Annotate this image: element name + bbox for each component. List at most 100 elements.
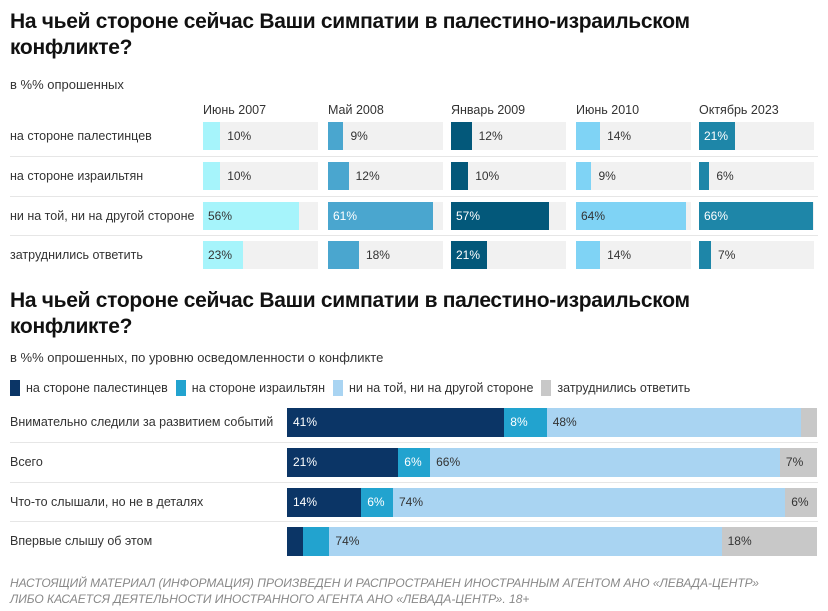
legend-swatch xyxy=(175,380,186,396)
chart2-legend: на стороне палестинцев на стороне израиль… xyxy=(10,380,698,396)
legend-item: ни на той, ни на другой стороне xyxy=(332,380,534,396)
bar-track: 14% xyxy=(576,122,691,150)
segment-label: 74% xyxy=(399,495,424,509)
chart1-title: На чьей стороне сейчас Ваши симпатии в п… xyxy=(10,10,690,59)
value-label: 12% xyxy=(478,129,503,143)
bar-segment: 6% xyxy=(361,488,393,517)
bar-segment: 74% xyxy=(329,527,722,556)
bar-segment: 7% xyxy=(779,448,817,477)
segment-label: 8% xyxy=(510,415,528,429)
value-label: 14% xyxy=(607,248,632,262)
bar-track: 57% xyxy=(451,202,566,230)
bar-segment: 6% xyxy=(398,448,431,477)
chart2-subtitle: в %% опрошенных, по уровню осведомленнос… xyxy=(10,350,384,365)
bar-segment: 18% xyxy=(721,527,817,556)
segment-label: 66% xyxy=(436,455,461,469)
bar-track: 7% xyxy=(699,241,814,269)
bar xyxy=(203,241,243,269)
row-separator xyxy=(10,521,818,522)
legend-label: на стороне израильтян xyxy=(191,381,325,395)
bar-segment: 8% xyxy=(504,408,547,437)
bar xyxy=(328,162,349,190)
segment-label: 21% xyxy=(293,455,318,469)
row-separator xyxy=(10,196,818,197)
bar xyxy=(576,202,687,230)
value-label: 21% xyxy=(456,248,481,262)
bar-track: 10% xyxy=(203,122,318,150)
segment-label: 14% xyxy=(293,495,318,509)
bar xyxy=(451,241,488,269)
segment-label: 18% xyxy=(727,534,752,548)
bar xyxy=(451,202,550,230)
segment-label: 6% xyxy=(791,495,809,509)
bar-track: 66% xyxy=(699,202,814,230)
row-separator xyxy=(10,156,818,157)
bar-track: 21% xyxy=(451,241,566,269)
bar-track: 23% xyxy=(203,241,318,269)
row-separator xyxy=(10,482,818,483)
bar xyxy=(203,202,300,230)
value-label: 10% xyxy=(227,129,252,143)
row-separator xyxy=(10,235,818,236)
value-label: 10% xyxy=(475,169,500,183)
bar-segment xyxy=(302,527,330,556)
legend-label: ни на той, ни на другой стороне xyxy=(348,381,534,395)
column-header: Май 2008 xyxy=(328,103,384,117)
bar xyxy=(699,162,710,190)
value-label: 57% xyxy=(456,209,481,223)
bar-track: 9% xyxy=(328,122,443,150)
bar-segment: 41% xyxy=(287,408,505,437)
value-label: 61% xyxy=(333,209,358,223)
bar-track: 10% xyxy=(203,162,318,190)
bar-track: 61% xyxy=(328,202,443,230)
bar xyxy=(699,241,712,269)
bar-track: 21% xyxy=(699,122,814,150)
segment-label: 6% xyxy=(367,495,385,509)
value-label: 64% xyxy=(581,209,606,223)
chart2-title: На чьей стороне сейчас Ваши симпатии в п… xyxy=(10,289,690,338)
segment-label: 7% xyxy=(785,455,804,469)
bar-segment: 48% xyxy=(546,408,802,437)
bar-track: 64% xyxy=(576,202,691,230)
bar xyxy=(576,241,601,269)
legend-label: на стороне палестинцев xyxy=(26,381,168,395)
chart1-subtitle: в %% опрошенных xyxy=(10,77,124,92)
stacked-bar: 21% 6% 66% 7% xyxy=(287,448,817,477)
bar xyxy=(576,122,601,150)
column-header: Октябрь 2023 xyxy=(699,103,779,117)
row-label: на стороне палестинцев xyxy=(10,129,152,143)
bar-track: 14% xyxy=(576,241,691,269)
segment-label: 6% xyxy=(404,455,422,469)
row-label: Всего xyxy=(10,455,43,469)
legend-swatch xyxy=(10,380,20,396)
row-label: на стороне израильтян xyxy=(10,169,144,183)
footer-line-1: НАСТОЯЩИЙ МАТЕРИАЛ (ИНФОРМАЦИЯ) ПРОИЗВЕД… xyxy=(10,576,759,590)
value-label: 21% xyxy=(704,129,729,143)
bar-track: 9% xyxy=(576,162,691,190)
bar xyxy=(576,162,592,190)
row-label: Впервые слышу об этом xyxy=(10,534,153,548)
bar-track: 12% xyxy=(451,122,566,150)
column-header: Июнь 2010 xyxy=(576,103,640,117)
legend-swatch xyxy=(332,380,343,396)
bar-segment: 21% xyxy=(287,448,399,477)
value-label: 9% xyxy=(598,169,616,183)
value-label: 14% xyxy=(607,129,632,143)
value-label: 56% xyxy=(208,209,233,223)
bar-segment: 74% xyxy=(393,488,786,517)
bar xyxy=(699,122,736,150)
value-label: 6% xyxy=(716,169,734,183)
bar-segment xyxy=(801,408,817,437)
bar-track: 6% xyxy=(699,162,814,190)
bar xyxy=(203,122,221,150)
legend-item: на стороне израильтян xyxy=(175,380,325,396)
value-label: 66% xyxy=(704,209,729,223)
row-label: Внимательно следили за развитием событий xyxy=(10,415,274,429)
bar-segment xyxy=(287,527,303,556)
bar xyxy=(328,241,359,269)
bar-track: 10% xyxy=(451,162,566,190)
segment-label: 41% xyxy=(293,415,318,429)
value-label: 7% xyxy=(718,248,736,262)
bar xyxy=(699,202,813,230)
